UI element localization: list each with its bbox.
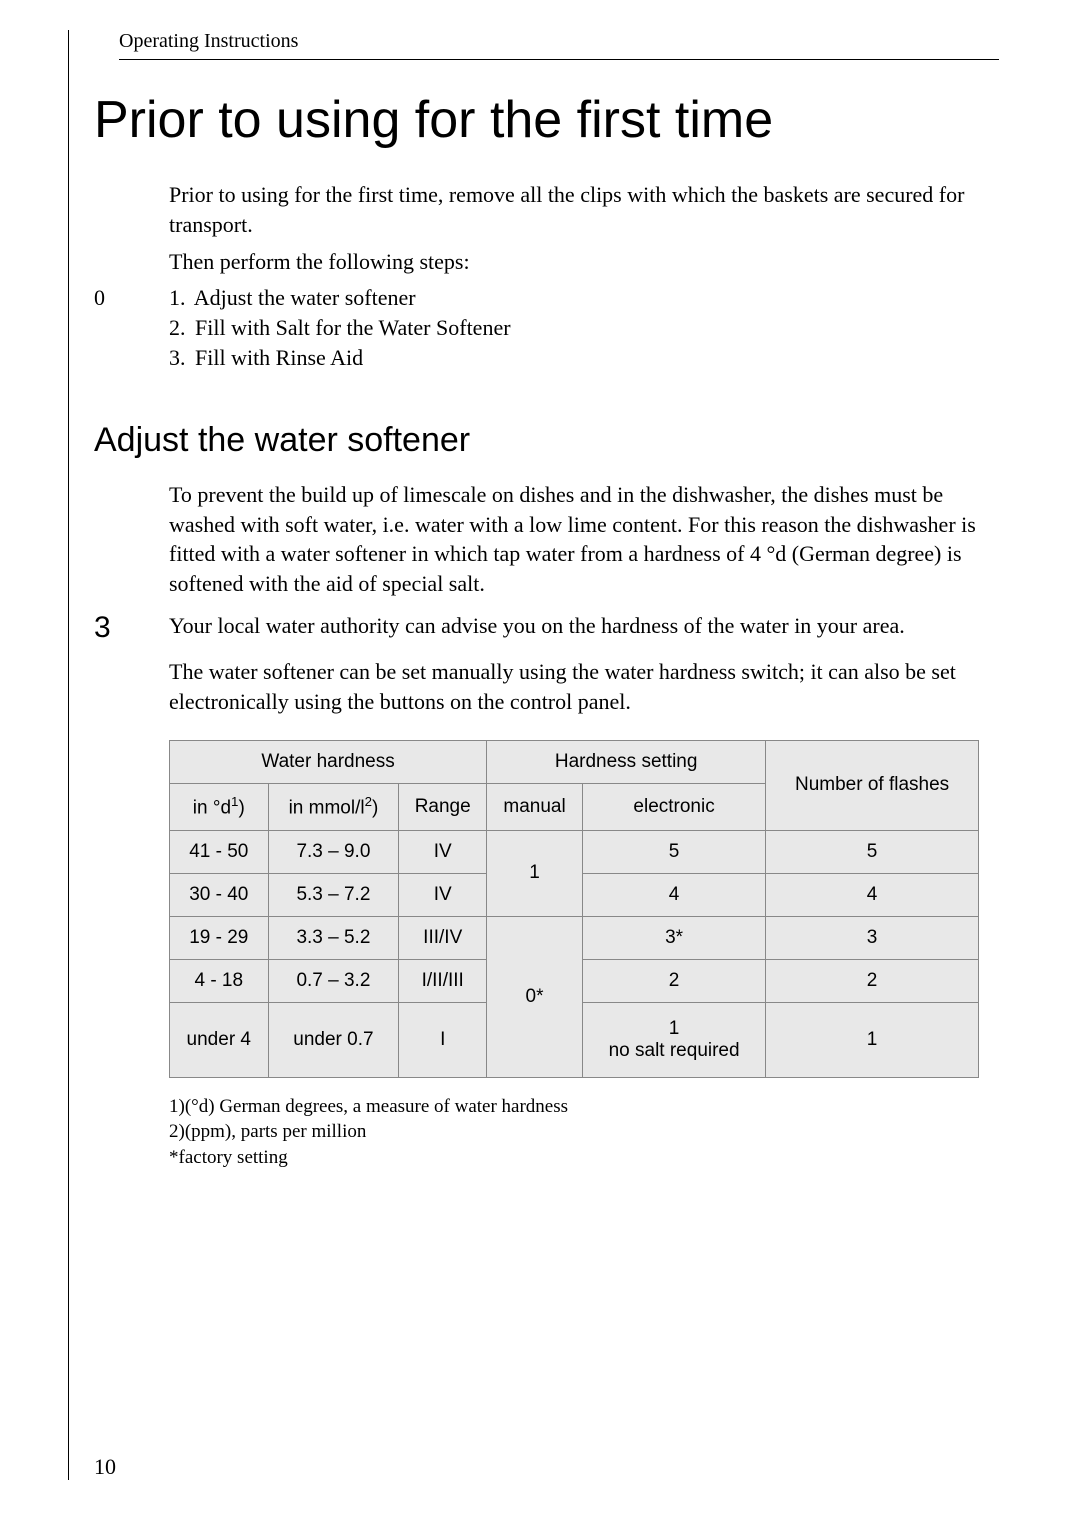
cell-flashes: 3 bbox=[766, 916, 979, 959]
running-header: Operating Instructions bbox=[119, 30, 1028, 53]
col-label: in °d bbox=[193, 798, 231, 819]
cell-d: under 4 bbox=[170, 1002, 269, 1077]
cell-d: 4 - 18 bbox=[170, 959, 269, 1002]
section-heading: Adjust the water softener bbox=[94, 421, 1028, 460]
step-number: 1. bbox=[169, 285, 186, 310]
col-degrees-d: in °d1) bbox=[170, 784, 269, 830]
step-number: 2. bbox=[169, 315, 186, 340]
step-label: Fill with Salt for the Water Softener bbox=[195, 315, 511, 340]
col-post: ) bbox=[238, 798, 244, 819]
note-text: Your local water authority can advise yo… bbox=[169, 611, 1028, 641]
cell-flashes: 4 bbox=[766, 873, 979, 916]
col-manual: manual bbox=[487, 784, 583, 830]
cell-mmol: 7.3 – 9.0 bbox=[268, 830, 399, 873]
step-row: 0 1. Adjust the water softener bbox=[69, 285, 1028, 311]
note-row: 3 Your local water authority can advise … bbox=[69, 611, 1028, 645]
cell-electronic: 5 bbox=[582, 830, 765, 873]
cell-d: 30 - 40 bbox=[170, 873, 269, 916]
step-text: 3. Fill with Rinse Aid bbox=[169, 345, 1028, 371]
step-row: 3. Fill with Rinse Aid bbox=[69, 345, 1028, 371]
col-post: ) bbox=[372, 798, 378, 819]
cell-flashes: 1 bbox=[766, 1002, 979, 1077]
cell-range: IV bbox=[399, 830, 487, 873]
cell-mmol: under 0.7 bbox=[268, 1002, 399, 1077]
cell-flashes: 2 bbox=[766, 959, 979, 1002]
cell-d: 41 - 50 bbox=[170, 830, 269, 873]
cell-electronic: 4 bbox=[582, 873, 765, 916]
cell-manual: 0* bbox=[487, 916, 583, 1077]
cell-mmol: 3.3 – 5.2 bbox=[268, 916, 399, 959]
cell-range: I bbox=[399, 1002, 487, 1077]
cell-range: I/II/III bbox=[399, 959, 487, 1002]
section-paragraph-2: The water softener can be set manually u… bbox=[169, 657, 988, 716]
step-label: Adjust the water softener bbox=[194, 285, 416, 310]
cell-range: IV bbox=[399, 873, 487, 916]
cell-electronic: 3* bbox=[582, 916, 765, 959]
col-group-water-hardness: Water hardness bbox=[170, 741, 487, 784]
step-label: Fill with Rinse Aid bbox=[195, 345, 363, 370]
intro-paragraph-1: Prior to using for the first time, remov… bbox=[169, 180, 988, 239]
header-rule bbox=[119, 59, 999, 60]
step-number: 3. bbox=[169, 345, 186, 370]
cell-mmol: 0.7 – 3.2 bbox=[268, 959, 399, 1002]
page-title: Prior to using for the first time bbox=[94, 90, 1028, 150]
col-group-hardness-setting: Hardness setting bbox=[487, 741, 766, 784]
step-text: 2. Fill with Salt for the Water Softener bbox=[169, 315, 1028, 341]
col-range: Range bbox=[399, 784, 487, 830]
step-row: 2. Fill with Salt for the Water Softener bbox=[69, 315, 1028, 341]
col-mmol: in mmol/l2) bbox=[268, 784, 399, 830]
cell-electronic: 2 bbox=[582, 959, 765, 1002]
page-number: 10 bbox=[94, 1454, 116, 1480]
hardness-table: Water hardness Hardness setting Number o… bbox=[169, 740, 979, 1077]
steps-marker: 0 bbox=[69, 285, 169, 311]
footnote: *factory setting bbox=[169, 1145, 1028, 1171]
cell-d: 19 - 29 bbox=[170, 916, 269, 959]
note-marker: 3 bbox=[69, 611, 169, 645]
section-paragraph-1: To prevent the build up of limescale on … bbox=[169, 480, 988, 599]
col-label: in mmol/l bbox=[289, 798, 365, 819]
intro-paragraph-2: Then perform the following steps: bbox=[169, 247, 988, 277]
cell-electronic: 1 no salt required bbox=[582, 1002, 765, 1077]
cell-mmol: 5.3 – 7.2 bbox=[268, 873, 399, 916]
step-text: 1. Adjust the water softener bbox=[169, 285, 1028, 311]
footnote: 1)(°d) German degrees, a measure of wate… bbox=[169, 1094, 1028, 1120]
table-row: 19 - 29 3.3 – 5.2 III/IV 0* 3* 3 bbox=[170, 916, 979, 959]
table-row: 41 - 50 7.3 – 9.0 IV 1 5 5 bbox=[170, 830, 979, 873]
col-electronic: electronic bbox=[582, 784, 765, 830]
footnote: 2)(ppm), parts per million bbox=[169, 1119, 1028, 1145]
cell-range: III/IV bbox=[399, 916, 487, 959]
cell-manual: 1 bbox=[487, 830, 583, 916]
footnotes: 1)(°d) German degrees, a measure of wate… bbox=[169, 1094, 1028, 1171]
page-frame: Operating Instructions Prior to using fo… bbox=[68, 30, 1028, 1480]
cell-flashes: 5 bbox=[766, 830, 979, 873]
col-number-of-flashes: Number of flashes bbox=[766, 741, 979, 830]
col-sup: 2 bbox=[365, 794, 372, 809]
